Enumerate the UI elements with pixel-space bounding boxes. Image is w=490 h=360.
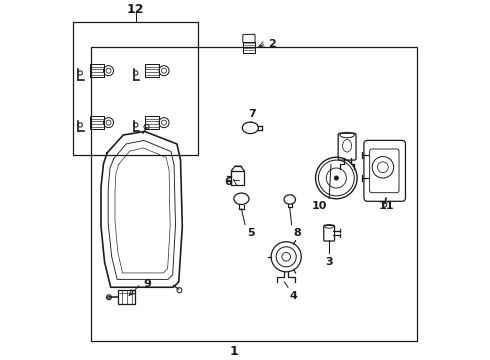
Text: 12: 12 [127,3,145,16]
Bar [91,47,417,341]
Text: 3: 3 [325,257,333,267]
Text: 1: 1 [230,345,239,357]
Text: 10: 10 [312,201,327,211]
Text: 2: 2 [269,39,276,49]
Text: 11: 11 [379,201,394,211]
Text: 4: 4 [290,291,297,301]
Bar [231,171,245,185]
Circle shape [334,176,339,180]
Text: 6: 6 [224,177,232,186]
Text: 8: 8 [294,228,301,238]
Bar [118,291,135,304]
Bar [73,22,198,155]
Text: 9: 9 [143,279,151,289]
Text: 7: 7 [248,109,256,119]
Text: 5: 5 [247,228,254,238]
